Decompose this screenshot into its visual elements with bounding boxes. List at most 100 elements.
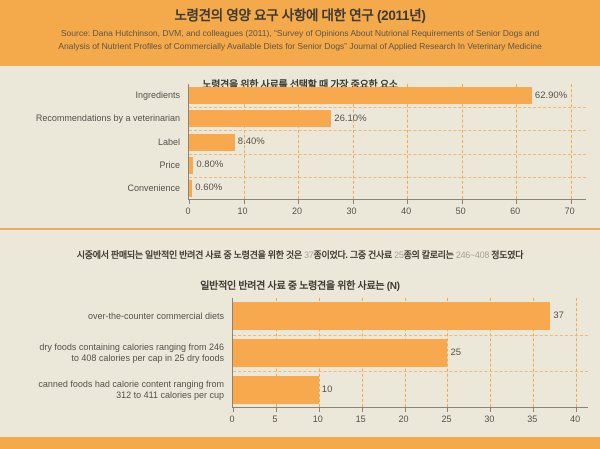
- bar: [189, 156, 194, 174]
- summary-part-4: 정도였다: [489, 250, 524, 260]
- x-tick-label: 5: [272, 414, 278, 424]
- x-tick-label: 15: [355, 414, 366, 424]
- section-one: 노령견을 위한 사료를 선택할 때 가장 중요한 요소: [0, 66, 600, 228]
- category-label: Recommendations by a veterinarian: [35, 113, 180, 124]
- bar: [189, 133, 235, 151]
- x-gridline: [490, 298, 492, 407]
- chart-2: 0 5 10 15 20 25 30 35 40 37 over-the-counter comme…: [0, 298, 600, 430]
- x-tick-label: 40: [570, 414, 581, 424]
- bar-value-label: 25: [450, 347, 462, 358]
- category-label: Price: [159, 159, 180, 170]
- footer-bar: [0, 437, 600, 449]
- page-header: 노령견의 영양 요구 사항에 대한 연구 (2011년) Source: Dan…: [0, 0, 600, 66]
- summary-part-1: 시중에서 판매되는 일반적인 반려견 사료 중 노령견을 위한 것은: [76, 250, 305, 260]
- x-tick-mark: [516, 200, 518, 204]
- x-gridline: [516, 84, 518, 199]
- x-tick-label: 10: [237, 206, 248, 216]
- x-tick-mark: [352, 200, 354, 204]
- bar: [189, 110, 332, 128]
- x-tick-mark: [404, 408, 406, 412]
- x-tick-label: 20: [292, 206, 303, 216]
- row-gridline: [189, 130, 586, 132]
- x-gridline: [407, 84, 409, 199]
- x-tick-label: 10: [312, 414, 323, 424]
- chart-1: 0 10 20 30 40 50 60 70 62.90% Ingredients 26.10% Re…: [0, 84, 600, 222]
- category-label: over-the-counter commercial diets: [87, 310, 224, 321]
- category-label: Convenience: [127, 182, 180, 193]
- bar-value-label: 0.80%: [196, 159, 224, 171]
- x-gridline: [447, 298, 449, 407]
- row-gridline: [233, 371, 588, 373]
- source-line-2: Analysis of Nutrient Profiles of Commerc…: [58, 41, 542, 51]
- bar: [189, 179, 193, 197]
- bar-value-label: 26.10%: [334, 112, 367, 124]
- summary-part-2: 종이었다. 그중 건사료: [313, 250, 395, 260]
- summary-statement: 시중에서 판매되는 일반적인 반려견 사료 중 노령견을 위한 것은 37종이었…: [0, 248, 600, 261]
- summary-part-3: 종의 칼로리는: [403, 250, 456, 260]
- x-tick-mark: [461, 200, 463, 204]
- x-tick-mark: [243, 200, 245, 204]
- x-tick-mark: [318, 408, 320, 412]
- x-tick-label: 0: [229, 414, 235, 424]
- bar-value-label: 8.40%: [237, 136, 265, 147]
- x-tick-label: 20: [398, 414, 409, 424]
- x-tick-label: 40: [401, 206, 412, 216]
- x-tick-mark: [275, 408, 277, 412]
- x-tick-mark: [533, 408, 535, 412]
- category-label: canned foods had calorie content ranging…: [38, 378, 224, 400]
- category-label: dry foods containing calories ranging fr…: [39, 342, 224, 363]
- category-label: Label: [157, 136, 180, 147]
- x-tick-label: 35: [527, 414, 538, 424]
- source-line-1: Source: Dana Hutchinson, DVM, and collea…: [60, 28, 540, 38]
- bar: [233, 375, 319, 404]
- chart-1-inner: 0 10 20 30 40 50 60 70 62.90% Ingredients 26.10% Re…: [0, 84, 600, 222]
- x-gridline: [243, 84, 245, 199]
- chart-2-title: 일반적인 반려견 사료 중 노령견을 위한 사료는 (N): [200, 281, 400, 292]
- x-tick-mark: [298, 200, 300, 204]
- x-tick-mark: [447, 408, 449, 412]
- x-tick-label: 30: [346, 206, 357, 216]
- x-tick-mark: [233, 408, 234, 412]
- chart-2-inner: 0 5 10 15 20 25 30 35 40 37 over-the-counter comme…: [0, 298, 600, 430]
- x-tick-mark: [576, 408, 578, 412]
- x-gridline: [533, 298, 535, 407]
- x-tick-mark: [570, 200, 572, 204]
- bar-value-label: 10: [321, 383, 333, 395]
- row-gridline: [189, 107, 586, 109]
- x-gridline: [576, 298, 578, 407]
- chart-1-title: 노령견을 위한 사료를 선택할 때 가장 중요한 요소: [202, 80, 398, 91]
- x-tick-mark: [407, 200, 409, 204]
- plot-area: [232, 298, 588, 412]
- bar-value-label: 37: [553, 310, 564, 322]
- plot-area: [188, 84, 586, 204]
- x-tick-mark: [490, 408, 492, 412]
- x-tick-label: 70: [564, 206, 575, 216]
- x-gridline: [461, 84, 463, 199]
- row-gridline: [189, 153, 586, 155]
- source-citation: Source: Dana Hutchinson, DVM, and collea…: [0, 27, 600, 53]
- x-gridline: [570, 84, 572, 199]
- summary-number-3: 246~408: [455, 250, 490, 260]
- x-tick-label: 60: [510, 206, 521, 216]
- x-tick-mark: [189, 200, 190, 204]
- summary-number-1: 37: [304, 250, 314, 260]
- summary-number-2: 25: [394, 250, 404, 260]
- x-tick-mark: [361, 408, 363, 412]
- x-tick-label: 0: [185, 206, 191, 216]
- row-gridline: [233, 334, 588, 336]
- page-title: 노령견의 영양 요구 사항에 대한 연구 (2011년): [174, 8, 426, 23]
- bar: [233, 302, 551, 331]
- x-tick-label: 50: [455, 206, 466, 216]
- bar: [189, 87, 532, 105]
- bar-value-label: 62.90%: [534, 89, 568, 101]
- bar-value-label: 0.60%: [195, 182, 223, 194]
- x-tick-label: 30: [484, 414, 495, 424]
- row-gridline: [189, 176, 586, 178]
- section-divider: [0, 228, 600, 230]
- x-gridline: [352, 84, 354, 199]
- bar: [233, 339, 448, 367]
- x-tick-label: 25: [441, 414, 452, 424]
- x-gridline: [298, 84, 300, 199]
- category-label: Ingredients: [135, 90, 180, 101]
